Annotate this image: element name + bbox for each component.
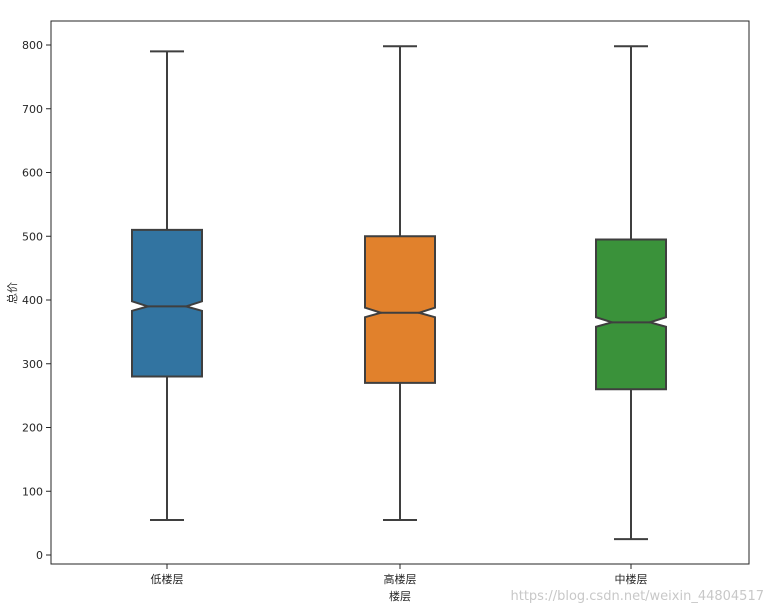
box-body (131, 228, 203, 378)
box-body (595, 238, 667, 391)
boxes (131, 45, 667, 541)
x-axis-label: 楼层 (389, 589, 411, 603)
x-axis: 低楼层 高楼层 中楼层 (151, 564, 648, 586)
y-tick-label: 600 (22, 167, 43, 180)
y-tick-label: 800 (22, 39, 43, 52)
x-tick-label: 低楼层 (151, 572, 184, 586)
box-body (364, 235, 436, 384)
y-tick-label: 200 (22, 422, 43, 435)
x-tick-label: 中楼层 (615, 572, 648, 586)
box-group (595, 45, 667, 541)
box-group (364, 45, 436, 521)
y-axis-label: 总价 (5, 282, 19, 304)
box-group (131, 50, 203, 521)
watermark: https://blog.csdn.net/weixin_44804517 (510, 589, 764, 604)
x-tick-label: 高楼层 (384, 572, 417, 586)
y-tick-label: 500 (22, 230, 43, 243)
y-tick-label: 400 (22, 294, 43, 307)
y-axis: 0 100 200 300 400 500 600 700 800 (22, 39, 51, 562)
y-tick-label: 300 (22, 358, 43, 371)
y-tick-label: 700 (22, 103, 43, 116)
y-tick-label: 0 (36, 549, 43, 562)
y-tick-label: 100 (22, 485, 43, 498)
